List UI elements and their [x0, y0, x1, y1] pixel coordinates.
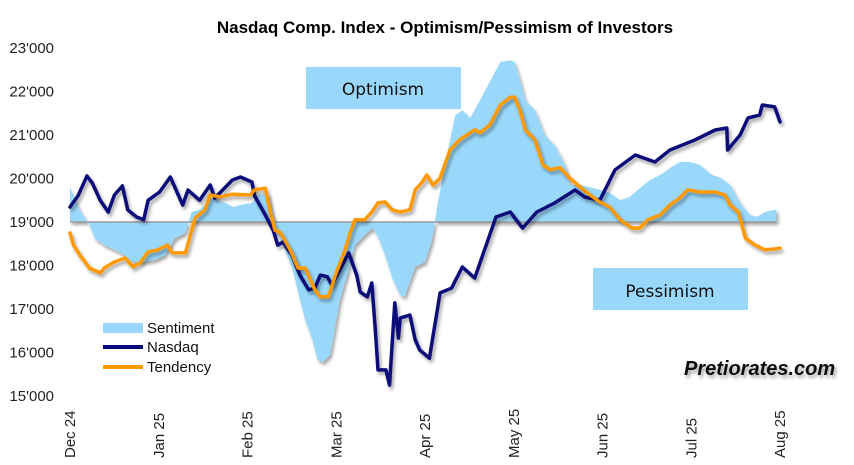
- x-tick-label: Feb 25: [240, 411, 257, 458]
- y-tick-label: 20'000: [9, 171, 54, 188]
- legend-label-nasdaq: Nasdaq: [147, 339, 199, 356]
- x-tick-label: Dec 24: [62, 410, 79, 458]
- x-tick-label: Jun 25: [595, 413, 612, 458]
- pessimism-label: Pessimism: [625, 282, 714, 302]
- chart-title: Nasdaq Comp. Index - Optimism/Pessimism …: [217, 18, 673, 37]
- nasdaq-line: [68, 103, 782, 387]
- optimism-label: Optimism: [342, 80, 424, 100]
- y-tick-label: 15'000: [9, 388, 54, 405]
- x-tick-label: Mar 25: [328, 411, 345, 458]
- x-tick-label: Aug 25: [772, 410, 789, 458]
- y-tick-label: 16'000: [9, 345, 54, 362]
- plot-area: [68, 60, 782, 387]
- y-tick-label: 19'000: [9, 214, 54, 231]
- y-tick-label: 22'000: [9, 84, 54, 101]
- pessimism-box: [593, 268, 748, 310]
- legend-label-sentiment: Sentiment: [147, 320, 215, 337]
- legend-label-tendency: Tendency: [147, 359, 212, 376]
- tendency-line: [68, 95, 782, 299]
- x-tick-label: Apr 25: [417, 414, 434, 458]
- y-tick-label: 23'000: [9, 40, 54, 57]
- y-axis: 15'000 16'000 17'000 18'000 19'000 20'000 21'0…: [9, 40, 54, 405]
- x-tick-label: Jan 25: [151, 413, 168, 458]
- legend: Sentiment Nasdaq Tendency: [103, 320, 215, 376]
- legend-swatch-sentiment: [103, 323, 143, 333]
- y-tick-label: 21'000: [9, 127, 54, 144]
- watermark: Pretiorates.com: [684, 358, 835, 380]
- sentiment-area: [70, 60, 777, 363]
- x-tick-label: May 25: [506, 409, 523, 458]
- optimism-box: [306, 67, 461, 109]
- x-axis: Dec 24 Jan 25 Feb 25 Mar 25 Apr 25 May 25 Jun …: [62, 409, 789, 458]
- x-tick-label: Jul 25: [683, 418, 700, 458]
- y-tick-label: 17'000: [9, 301, 54, 318]
- y-tick-label: 18'000: [9, 258, 54, 275]
